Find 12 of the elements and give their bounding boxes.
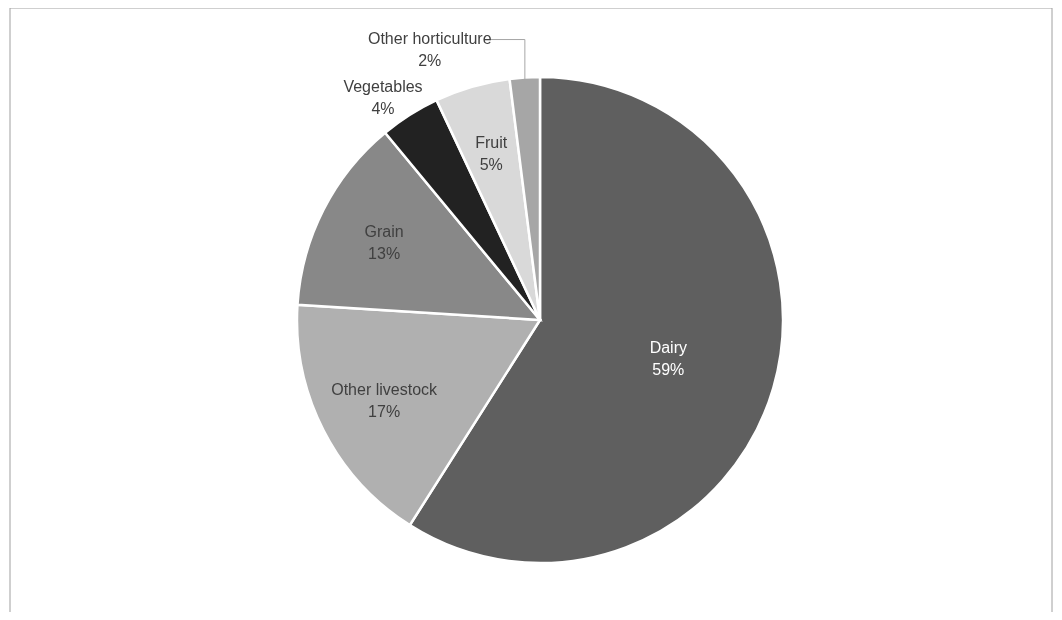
- data-label: 17%: [368, 403, 401, 421]
- slice-label: Grain: [364, 222, 404, 240]
- slice-label: Other livestock: [331, 381, 439, 399]
- slice-label: Dairy: [649, 339, 688, 357]
- data-label: 4%: [371, 100, 395, 118]
- data-label: 59%: [652, 361, 685, 379]
- data-label: 13%: [368, 244, 401, 262]
- data-label: 5%: [479, 155, 503, 173]
- slice-label: Fruit: [475, 133, 508, 151]
- slice-label: Other horticulture: [367, 29, 492, 47]
- data-label: 2%: [418, 51, 442, 69]
- slice-label: Vegetables: [343, 78, 423, 96]
